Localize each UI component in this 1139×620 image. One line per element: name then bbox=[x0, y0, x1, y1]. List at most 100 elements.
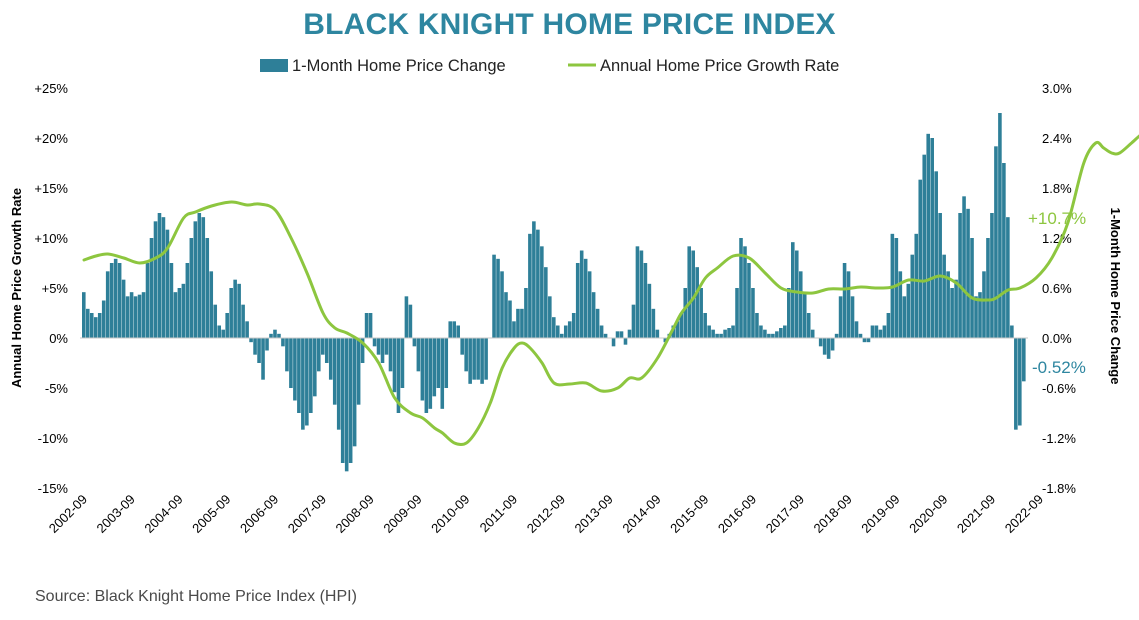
bar bbox=[655, 329, 660, 338]
bar bbox=[213, 304, 218, 338]
bar bbox=[512, 321, 516, 338]
bar bbox=[89, 313, 94, 338]
x-tick-label: 2013-09 bbox=[572, 492, 616, 536]
x-tick-label: 2018-09 bbox=[811, 492, 855, 536]
bar bbox=[424, 338, 429, 413]
bar bbox=[420, 338, 425, 401]
bar bbox=[237, 283, 241, 338]
bar bbox=[492, 254, 496, 338]
bar bbox=[364, 313, 369, 338]
bar bbox=[970, 238, 974, 338]
x-tick-label: 2004-09 bbox=[141, 492, 185, 536]
bar bbox=[352, 338, 357, 447]
bar bbox=[942, 254, 946, 338]
bar bbox=[583, 258, 588, 338]
bar bbox=[679, 313, 684, 338]
left-tick-label: +25% bbox=[34, 81, 68, 96]
right-tick-label: 1.8% bbox=[1042, 181, 1072, 196]
right-axis-title: 1-Month Home Price Change bbox=[1108, 208, 1123, 385]
bar bbox=[472, 338, 476, 380]
bar bbox=[842, 263, 847, 338]
bar bbox=[902, 296, 907, 338]
bar bbox=[552, 317, 556, 338]
bar bbox=[802, 292, 807, 338]
right-tick-label: 3.0% bbox=[1042, 81, 1072, 96]
x-tick-label: 2011-09 bbox=[477, 492, 521, 536]
bar bbox=[838, 296, 843, 338]
bar bbox=[862, 338, 867, 343]
bar bbox=[384, 338, 389, 355]
bar bbox=[591, 292, 596, 338]
bar bbox=[643, 263, 648, 338]
bar bbox=[121, 279, 126, 338]
bar bbox=[153, 221, 158, 338]
right-tick-label: -1.8% bbox=[1042, 481, 1076, 496]
bar bbox=[751, 288, 755, 338]
bar bbox=[177, 288, 182, 338]
bar bbox=[496, 258, 500, 338]
bar bbox=[380, 338, 385, 363]
bar bbox=[285, 338, 289, 372]
bar bbox=[161, 217, 166, 338]
bar bbox=[225, 313, 229, 338]
bar bbox=[141, 292, 146, 338]
bar bbox=[289, 338, 293, 388]
bar bbox=[559, 333, 564, 338]
bar bbox=[404, 296, 409, 338]
x-tick-label: 2017-09 bbox=[763, 492, 807, 536]
bar bbox=[436, 338, 441, 388]
bar bbox=[273, 329, 277, 338]
bar bbox=[524, 288, 528, 338]
bar bbox=[85, 308, 90, 338]
bar bbox=[372, 338, 377, 347]
bar bbox=[396, 338, 401, 413]
bar bbox=[846, 271, 851, 338]
x-tick-label: 2016-09 bbox=[715, 492, 759, 536]
bar bbox=[683, 288, 688, 338]
bar bbox=[432, 338, 437, 397]
bar bbox=[958, 213, 962, 338]
bar bbox=[731, 325, 735, 338]
line-end-label: +10.7% bbox=[1028, 209, 1086, 228]
bar bbox=[743, 246, 747, 338]
bar bbox=[623, 338, 628, 345]
bar bbox=[376, 338, 381, 355]
bar bbox=[305, 338, 309, 426]
bar bbox=[647, 283, 652, 338]
bar bbox=[775, 331, 779, 338]
bar bbox=[1022, 338, 1026, 382]
bar bbox=[261, 338, 265, 380]
bar bbox=[241, 304, 245, 338]
bar bbox=[133, 296, 138, 338]
bar bbox=[854, 321, 859, 338]
bar bbox=[109, 263, 114, 338]
x-tick-label: 2022-09 bbox=[1002, 492, 1046, 536]
bar bbox=[428, 338, 433, 409]
bar bbox=[265, 338, 269, 351]
bar bbox=[249, 338, 253, 343]
bar bbox=[197, 213, 202, 338]
bar bbox=[671, 325, 676, 338]
bar bbox=[520, 308, 524, 338]
bar bbox=[277, 333, 281, 338]
bar bbox=[201, 217, 206, 338]
x-axis-labels: 2002-09 2003-09 2004-09 2005-09 2006-09 2007-… bbox=[46, 492, 1046, 536]
right-axis-ticks: 3.0% 2.4% 1.8% 1.2% 0.6% 0.0% -0.6% -1.2% -1.8% bbox=[1042, 81, 1076, 496]
bar bbox=[850, 296, 855, 338]
bar bbox=[926, 133, 930, 338]
left-tick-label: +5% bbox=[42, 281, 69, 296]
bar bbox=[779, 328, 783, 338]
bar bbox=[822, 338, 827, 355]
bar bbox=[313, 338, 317, 397]
bar bbox=[719, 333, 723, 338]
bar bbox=[113, 258, 118, 338]
bar bbox=[695, 267, 699, 338]
left-tick-label: -5% bbox=[45, 381, 69, 396]
bar bbox=[898, 271, 903, 338]
left-tick-label: -10% bbox=[38, 431, 69, 446]
bar bbox=[611, 338, 616, 347]
chart-title: BLACK KNIGHT HOME PRICE INDEX bbox=[303, 8, 836, 41]
bar bbox=[532, 221, 536, 338]
bar bbox=[974, 296, 978, 338]
right-tick-label: 0.0% bbox=[1042, 331, 1072, 346]
